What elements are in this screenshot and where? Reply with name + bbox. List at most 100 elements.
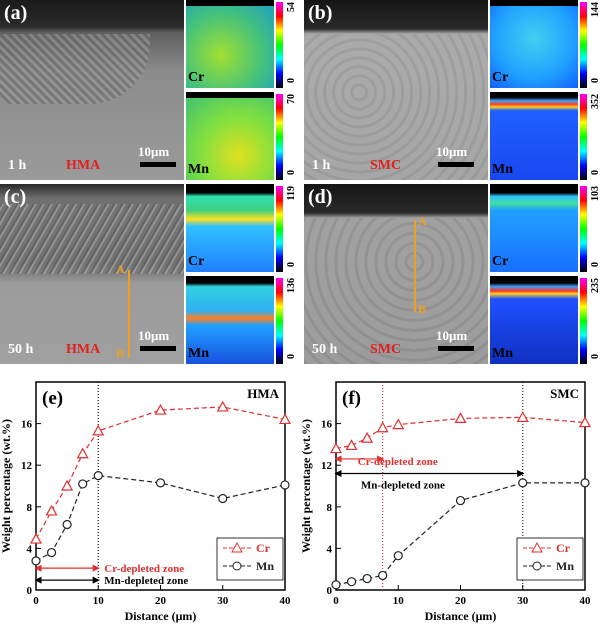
- line-scan-d: [414, 220, 416, 312]
- alloy-label-a: HMA: [66, 158, 101, 173]
- map-label-a-mn: Mn: [188, 162, 209, 177]
- colorbar-max-b-mn: 352: [590, 94, 600, 109]
- y-tick-label-f-3: 12: [321, 460, 333, 472]
- data-point-f-mn-6: [518, 478, 528, 488]
- mn-zone-label-e: Mn-depleted zone: [104, 575, 188, 587]
- y-tick-label-e-1: 4: [27, 543, 33, 555]
- x-tick-label-f-1: 10: [393, 595, 405, 607]
- panel-label-b: (b): [308, 2, 333, 24]
- x-axis-label-f: Distance (μm): [425, 609, 497, 623]
- colorbar-a-cr: [276, 2, 283, 88]
- chart-panel-label-e: (e): [42, 388, 63, 409]
- data-point-f-cr-4: [392, 418, 405, 430]
- time-label-c: 50 h: [8, 342, 34, 357]
- colorbar-min-d-cr: 0: [590, 262, 600, 267]
- panel-label-a: (a): [4, 2, 28, 24]
- data-point-f-cr-3: [376, 421, 389, 433]
- x-tick-label-e-0: 0: [33, 595, 39, 607]
- line-scan-d-a: A: [418, 214, 427, 228]
- line-scan-d-b: B: [418, 302, 427, 316]
- chart-e: 0 10 20 30 40 0 4 8 12 16 Distance (μm) Weight perc…: [0, 381, 292, 623]
- y-axis-label-f: Weight percentage (wt.%): [300, 419, 313, 553]
- cr-zone-label-e: Cr-depleted zone: [104, 563, 184, 575]
- map-label-c-cr: Cr: [188, 254, 205, 269]
- data-point-e-cr-6: [216, 400, 229, 412]
- colorbar-b-mn: [580, 94, 587, 180]
- chart-panel-label-f: (f): [342, 388, 361, 409]
- colorbar-max-b-cr: 144: [590, 2, 600, 17]
- y-tick-label-f-4: 16: [321, 419, 333, 431]
- x-tick-label-e-1: 10: [93, 595, 105, 607]
- colorbar-min-b-cr: 0: [590, 78, 600, 83]
- data-point-f-mn-2: [362, 573, 372, 584]
- legend-label-e-mn: Mn: [256, 559, 274, 573]
- series-line-e-mn: [35, 474, 286, 562]
- x-tick-label-e-3: 30: [217, 595, 229, 607]
- sem-image-b: (b) 1 h SMC 10μm: [304, 0, 488, 180]
- x-tick-label-f-3: 30: [517, 595, 529, 607]
- x-tick-label-e-4: 40: [280, 595, 292, 607]
- legend-box-f: [516, 537, 584, 581]
- map-label-c-mn: Mn: [188, 346, 209, 361]
- data-point-f-mn-4: [393, 551, 403, 561]
- legend-marker-f-cr: [531, 541, 543, 553]
- data-point-f-mn-7: [580, 478, 590, 488]
- x-axis-label-e: Distance (μm): [125, 609, 197, 623]
- legend-label-f-mn: Mn: [556, 559, 574, 573]
- scale-text-d: 10μm: [436, 328, 468, 343]
- colorbar-max-a-mn: 70: [286, 94, 297, 104]
- panel-label-c: (c): [4, 186, 27, 208]
- map-c-mn: Mn: [186, 276, 274, 364]
- x-tick-label-f-4: 40: [580, 595, 592, 607]
- legend-label-f-cr: Cr: [556, 541, 571, 555]
- line-scan-c-a: A: [116, 262, 125, 276]
- data-point-e-cr-3: [76, 447, 89, 459]
- data-point-e-mn-0: [31, 556, 41, 566]
- colorbar-a-mn: [276, 94, 283, 180]
- scale-bar-a: [140, 162, 176, 167]
- colorbar-min-c-mn: 0: [286, 354, 297, 359]
- sem-image-a: (a) 1 h HMA 10μm: [0, 0, 184, 180]
- map-b-cr: Cr: [490, 0, 578, 88]
- map-label-a-cr: Cr: [188, 70, 205, 85]
- colorbar-max-c-mn: 136: [286, 278, 297, 293]
- data-point-f-cr-7: [578, 416, 592, 428]
- data-point-e-cr-1: [45, 504, 58, 516]
- x-tick-label-f-2: 20: [455, 595, 467, 607]
- data-point-f-cr-0: [329, 442, 343, 454]
- colorbar-d-mn: [580, 278, 587, 364]
- colorbar-d-cr: [580, 186, 587, 272]
- sem-image-c: (c) 50 h HMA 10μm A B: [0, 184, 184, 364]
- x-tick-label-e-2: 20: [155, 595, 167, 607]
- alloy-label-b: SMC: [370, 158, 402, 173]
- legend-marker-f-mn: [532, 561, 542, 571]
- time-label-a: 1 h: [8, 158, 27, 173]
- mn-zone-label-f: Mn-depleted zone: [361, 480, 445, 492]
- data-point-e-cr-0: [29, 532, 43, 544]
- data-point-e-cr-4: [92, 424, 105, 436]
- y-tick-label-e-3: 12: [21, 460, 33, 472]
- map-label-d-mn: Mn: [492, 346, 513, 361]
- data-point-e-mn-7: [280, 480, 290, 490]
- sem-image-d: (d) 50 h SMC 10μm A B: [304, 184, 488, 364]
- alloy-label-c: HMA: [66, 342, 101, 357]
- data-point-f-mn-1: [346, 577, 357, 587]
- y-tick-label-f-1: 4: [327, 543, 333, 555]
- colorbar-min-b-mn: 0: [590, 170, 600, 175]
- y-tick-label-e-0: 0: [27, 585, 33, 597]
- line-scan-c-b: B: [116, 346, 125, 360]
- map-a-mn: Mn: [186, 92, 274, 180]
- data-point-f-mn-5: [455, 495, 466, 506]
- time-label-b: 1 h: [312, 158, 331, 173]
- map-label-b-cr: Cr: [492, 70, 509, 85]
- data-point-f-cr-2: [361, 431, 374, 443]
- chart-f: 0 10 20 30 40 0 4 8 12 16 Distance (μm) Weight perc…: [300, 381, 592, 623]
- colorbar-min-c-cr: 0: [286, 262, 297, 267]
- y-tick-label-f-0: 0: [327, 585, 333, 597]
- colorbar-max-a-cr: 54: [286, 2, 297, 12]
- y-tick-label-e-2: 8: [27, 502, 33, 514]
- chart-title-f: SMC: [550, 386, 579, 401]
- scale-text-c: 10μm: [138, 328, 170, 343]
- y-tick-label-e-4: 16: [21, 419, 33, 431]
- time-label-d: 50 h: [312, 342, 338, 357]
